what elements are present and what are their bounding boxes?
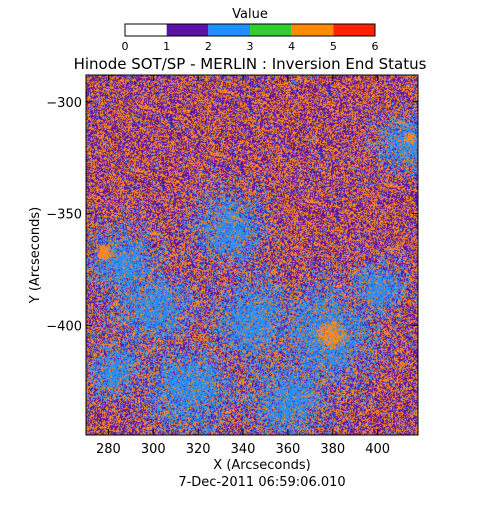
x-tick-label: 300 — [141, 442, 166, 457]
y-tick-label: −300 — [46, 96, 82, 111]
colorbar-segment-2 — [208, 24, 250, 36]
y-axis-ticks: −300 −350 −400 — [46, 96, 418, 334]
colorbar-segment-4 — [291, 24, 334, 36]
colorbar-segment-1 — [166, 24, 209, 36]
x-tick-label: 400 — [365, 442, 390, 457]
x-axis-label: X (Arcseconds) — [213, 458, 310, 473]
plot-area — [86, 75, 418, 435]
colorbar-frame — [124, 23, 376, 37]
x-tick-label: 280 — [96, 442, 121, 457]
y-axis-label: Y (Arcseconds) — [28, 207, 43, 304]
y-tick-label: −350 — [46, 208, 82, 223]
timestamp: 7-Dec-2011 06:59:06.010 — [178, 475, 345, 490]
colorbar-ticks: 0 1 2 3 4 5 6 — [122, 40, 379, 53]
colorbar — [124, 23, 376, 37]
plot-frame — [85, 74, 419, 436]
colorbar-tick-label: 5 — [330, 40, 337, 53]
colorbar-tick-label: 2 — [205, 40, 212, 53]
colorbar-segment-5 — [333, 24, 375, 36]
heatmap-image — [86, 75, 418, 435]
colorbar-tick-label: 1 — [163, 40, 170, 53]
x-tick-label: 360 — [275, 442, 300, 457]
x-axis-ticks: 280 300 320 340 360 380 400 — [96, 75, 390, 457]
colorbar-tick-label: 3 — [247, 40, 254, 53]
x-tick-label: 380 — [320, 442, 345, 457]
colorbar-title: Value — [232, 7, 268, 22]
chart-title: Hinode SOT/SP - MERLIN : Inversion End S… — [74, 55, 427, 73]
colorbar-tick-label: 0 — [122, 40, 129, 53]
y-tick-label: −400 — [46, 319, 82, 334]
x-tick-label: 340 — [231, 442, 256, 457]
colorbar-tick-label: 6 — [372, 40, 379, 53]
colorbar-segment-3 — [250, 24, 292, 36]
x-tick-label: 320 — [186, 442, 211, 457]
colorbar-segment-0 — [125, 24, 167, 36]
colorbar-tick-label: 4 — [288, 40, 295, 53]
